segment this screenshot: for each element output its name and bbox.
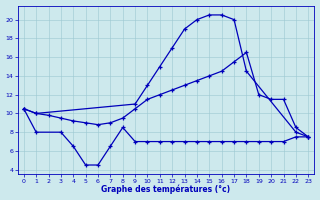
X-axis label: Graphe des températures (°c): Graphe des températures (°c) <box>101 185 231 194</box>
